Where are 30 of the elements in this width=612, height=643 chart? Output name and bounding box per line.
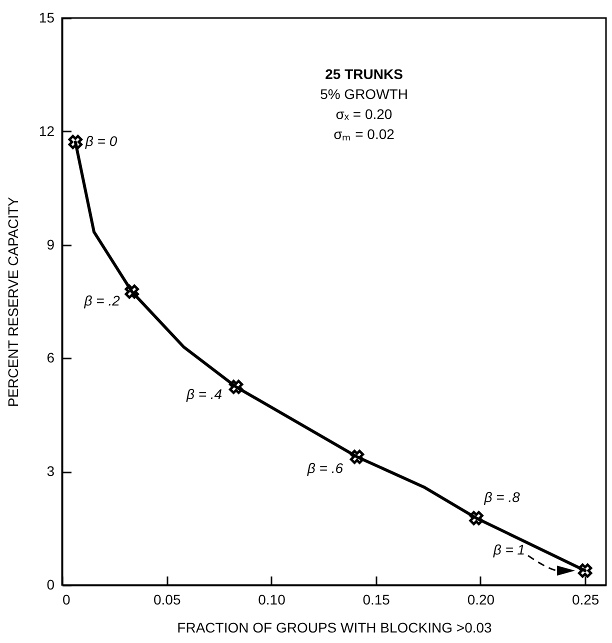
y-tick-label: 0 — [46, 576, 55, 592]
annotation: β = .2 — [83, 292, 120, 309]
point — [469, 510, 484, 526]
annotation: 25 TRUNKS — [325, 66, 403, 82]
x-tick-label: 0.15 — [362, 592, 390, 608]
annotation: 5% GROWTH — [320, 86, 408, 102]
y-tick-label: 9 — [46, 236, 55, 252]
y-tick-label: 3 — [46, 463, 55, 480]
annotation: β = .4 — [185, 386, 222, 402]
x-tick-label: 0.20 — [467, 592, 495, 608]
y-tick-label: 6 — [46, 350, 55, 366]
annotation: σₘ = 0.02 — [334, 126, 395, 142]
point — [124, 284, 139, 299]
point — [68, 134, 82, 150]
point — [228, 380, 244, 394]
y-axis-title: PERCENT RESERVE CAPACITY — [4, 196, 21, 408]
x-tick-label: 0.10 — [258, 592, 286, 608]
annotation: σₓ = 0.20 — [336, 106, 392, 122]
x-axis-title: FRACTION OF GROUPS WITH BLOCKING >0.03 — [177, 620, 492, 636]
annotation: β = 1 — [492, 542, 526, 558]
annotation: β = .6 — [306, 460, 344, 476]
annotation: β = .8 — [483, 489, 520, 506]
y-tick-label: 15 — [38, 10, 55, 26]
x-tick-label: 0 — [62, 592, 70, 608]
x-tick-label: 0.25 — [572, 592, 600, 608]
annotation: β = 0 — [84, 132, 118, 149]
y-tick-label: 12 — [38, 122, 55, 139]
point — [578, 564, 592, 578]
point — [350, 450, 364, 464]
x-tick-label: 0.05 — [153, 592, 181, 608]
